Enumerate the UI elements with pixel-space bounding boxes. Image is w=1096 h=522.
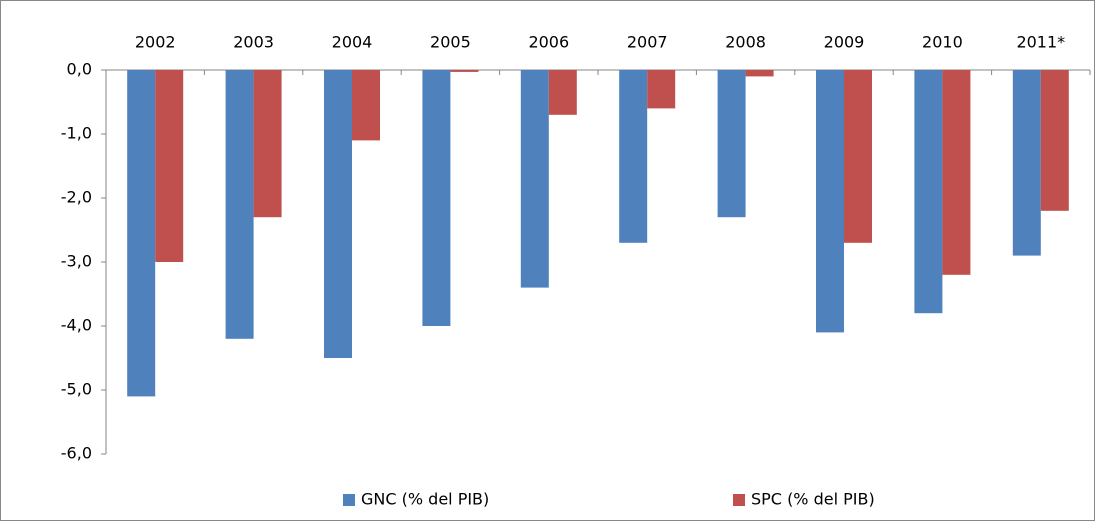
bar	[1012, 70, 1041, 256]
bar	[844, 70, 872, 243]
x-tick-label: 2010	[922, 33, 963, 52]
legend-label: SPC (% del PIB)	[751, 490, 875, 509]
legend-swatch	[343, 494, 355, 506]
x-tick-label: 2005	[430, 33, 471, 52]
bar	[155, 70, 184, 262]
legend-label: GNC (% del PIB)	[361, 490, 489, 509]
bar	[647, 70, 676, 109]
bar	[816, 70, 844, 333]
x-tick-label: 2007	[627, 33, 668, 52]
x-tick-label: 2008	[725, 33, 766, 52]
y-tick-label: -3,0	[61, 252, 92, 271]
y-tick-label: 0,0	[67, 60, 92, 79]
y-tick-label: -6,0	[61, 444, 92, 463]
x-tick-label: 2011*	[1016, 33, 1065, 52]
bar	[422, 70, 451, 326]
y-tick-label: -4,0	[61, 316, 92, 335]
bar	[619, 70, 648, 243]
bar	[450, 70, 479, 72]
x-tick-label: 2009	[824, 33, 865, 52]
bar	[127, 70, 156, 397]
x-tick-label: 2003	[233, 33, 274, 52]
bar	[352, 70, 380, 141]
bar	[520, 70, 549, 288]
bar	[225, 70, 254, 339]
bar	[942, 70, 971, 275]
x-tick-label: 2002	[135, 33, 176, 52]
bar	[324, 70, 352, 358]
bar	[717, 70, 746, 218]
y-tick-label: -2,0	[61, 188, 92, 207]
bar	[1040, 70, 1069, 211]
bar	[745, 70, 774, 77]
y-tick-label: -5,0	[61, 380, 92, 399]
x-tick-label: 2006	[528, 33, 569, 52]
legend-swatch	[733, 494, 745, 506]
bar	[914, 70, 943, 314]
x-tick-label: 2004	[332, 33, 373, 52]
y-tick-label: -1,0	[61, 124, 92, 143]
bar	[548, 70, 577, 115]
bar	[253, 70, 282, 218]
